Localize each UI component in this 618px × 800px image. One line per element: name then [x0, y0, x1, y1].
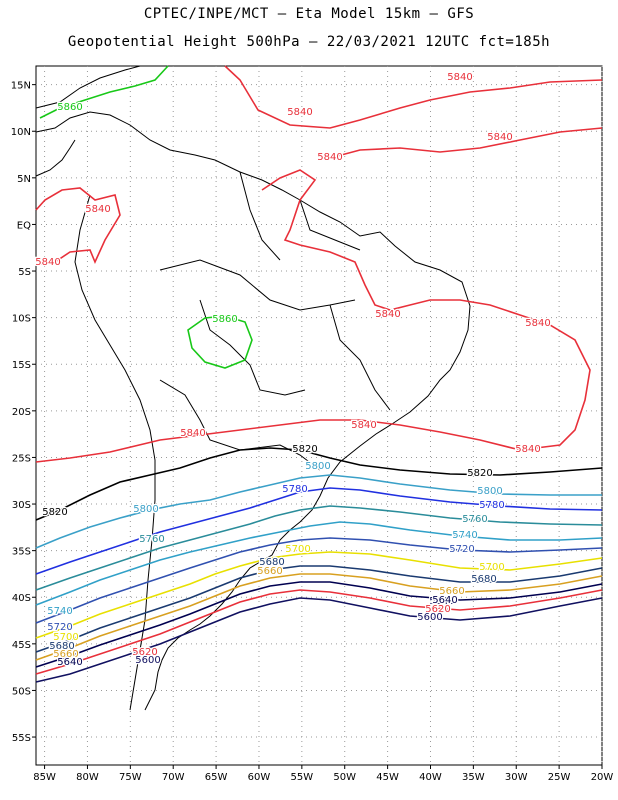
contour-label: 5600 [135, 655, 160, 666]
lat-tick-label: 45S [12, 640, 31, 651]
contour-line-5860 [187, 315, 253, 369]
contour-label: 5800 [305, 461, 330, 472]
lon-tick-label: 30W [505, 772, 528, 783]
contour-line-5820 [35, 447, 603, 521]
lon-tick-label: 40W [419, 772, 442, 783]
contour-label: 5700 [479, 562, 504, 573]
lon-tick-label: 20W [591, 772, 614, 783]
contour-label: 5860 [57, 102, 82, 113]
contour-label: 5620 [425, 604, 450, 615]
coastline [35, 65, 471, 711]
contour-label: 5700 [285, 544, 310, 555]
contour-label: 5760 [462, 514, 487, 525]
contour-label: 5740 [452, 530, 477, 541]
lat-tick-label: 5S [18, 267, 31, 278]
lat-tick-label: EQ [17, 220, 31, 231]
lat-tick-label: 15N [11, 81, 31, 92]
contour-line-5840 [329, 127, 603, 159]
contour-line-5840 [224, 65, 603, 129]
contour-line-5740 [35, 521, 603, 606]
lon-tick-label: 75W [119, 772, 142, 783]
contour-label: 5620 [132, 647, 157, 658]
contour-label: 5720 [47, 622, 72, 633]
contour-label: 5840 [487, 132, 512, 143]
contour-label: 5820 [42, 507, 67, 518]
contour-line-5700 [35, 551, 603, 639]
title-line-2: Geopotential Height 500hPa – 22/03/2021 … [67, 34, 551, 50]
title-line-1: CPTEC/INPE/MCT – Eta Model 15km – GFS [143, 6, 475, 22]
contour-label: 5840 [447, 72, 472, 83]
lon-tick-label: 70W [162, 772, 185, 783]
map-frame [35, 65, 603, 766]
contour-label: 5660 [53, 649, 78, 660]
contour-label: 5640 [432, 595, 457, 606]
contour-line-5660 [35, 573, 603, 661]
contour-label: 5760 [139, 534, 164, 545]
contour-line-5860 [39, 65, 169, 119]
contour-label: 5660 [439, 586, 464, 597]
contour-line-5760 [35, 505, 603, 591]
contour-label: 5800 [477, 486, 502, 497]
contour-line-5680 [35, 565, 603, 653]
contour-label: 5660 [257, 566, 282, 577]
contour-label: 5640 [57, 657, 82, 668]
contour-line-5840 [35, 187, 121, 266]
contour-label: 5820 [467, 468, 492, 479]
contour-label: 5840 [287, 107, 312, 118]
lat-tick-label: 10N [11, 127, 31, 138]
lon-tick-label: 50W [333, 772, 356, 783]
lat-tick-label: 20S [12, 407, 31, 418]
contour-label: 5700 [53, 632, 78, 643]
contour-label: 5680 [259, 557, 284, 568]
lat-tick-label: 55S [12, 733, 31, 744]
lon-tick-label: 60W [248, 772, 271, 783]
gridlines [36, 66, 603, 765]
contour-label: 5640 [429, 596, 454, 607]
contour-label: 5720 [449, 544, 474, 555]
contour-line-5640 [35, 581, 603, 668]
lat-tick-label: 50S [12, 686, 31, 697]
lon-tick-label: 55W [291, 772, 314, 783]
contour-line-5720 [35, 537, 603, 624]
contour-line-5780 [35, 487, 603, 575]
lon-tick-label: 85W [33, 772, 56, 783]
contour-line-5620 [35, 589, 603, 675]
lon-tick-label: 45W [376, 772, 399, 783]
contour-label: 5840 [35, 257, 60, 268]
lat-tick-label: 35S [12, 547, 31, 558]
contour-label: 5740 [47, 606, 72, 617]
contour-label: 5840 [317, 152, 342, 163]
contour-label: 5840 [515, 444, 540, 455]
contour-line-5800 [35, 474, 602, 549]
lat-tick-label: 30S [12, 500, 31, 511]
contour-label: 5820 [292, 444, 317, 455]
lat-tick-label: 40S [12, 593, 31, 604]
lat-tick-label: 5N [17, 174, 31, 185]
lat-tick-label: 25S [12, 453, 31, 464]
lon-tick-label: 65W [205, 772, 228, 783]
lat-tick-label: 10S [12, 314, 31, 325]
lon-tick-label: 80W [76, 772, 99, 783]
axis-ticks: 15N 10N 5N EQ 5S 10S 15S 20S 25S 30S 35S 40S 45S 50S 5… [11, 81, 614, 783]
contour-label: 5680 [49, 641, 74, 652]
contour-label: 5840 [351, 420, 376, 431]
contour-label: 5800 [133, 504, 158, 515]
contour-label: 5600 [417, 612, 442, 623]
contour-label: 5680 [471, 574, 496, 585]
contour-label: 5840 [525, 318, 550, 329]
contour-label: 5780 [479, 500, 504, 511]
contour-label: 5840 [375, 309, 400, 320]
contour-label: 5840 [180, 428, 205, 439]
contour-line-5840 [35, 169, 591, 463]
contour-label: 5860 [212, 314, 237, 325]
contour-label: 5780 [282, 484, 307, 495]
lat-tick-label: 15S [12, 360, 31, 371]
lon-tick-label: 35W [462, 772, 485, 783]
lon-tick-label: 25W [548, 772, 571, 783]
contour-label: 5840 [85, 204, 110, 215]
contour-line-5600 [35, 597, 603, 683]
